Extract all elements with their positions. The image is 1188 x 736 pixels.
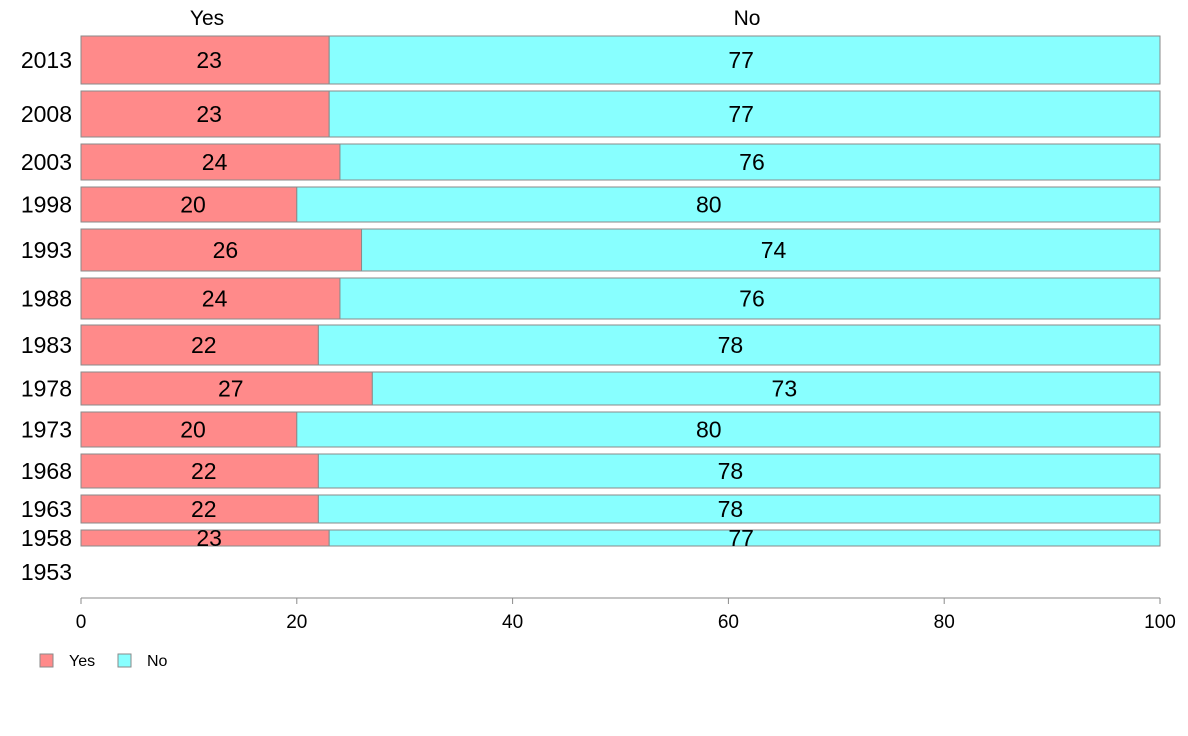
data-label-no: 78	[718, 458, 744, 484]
bar-no	[371, 371, 1161, 406]
category-label: 1953	[21, 559, 72, 585]
bar-yes	[80, 324, 319, 366]
bar-no	[317, 324, 1161, 366]
category-label: 2008	[21, 101, 72, 127]
x-tick-label: 80	[934, 612, 955, 633]
bar-yes	[80, 90, 330, 138]
category-label: 2003	[21, 149, 72, 175]
data-label-yes: 24	[202, 286, 228, 312]
data-label-yes: 27	[218, 376, 244, 402]
data-label-no: 76	[739, 286, 765, 312]
category-label: 1998	[21, 192, 72, 218]
data-label-no: 78	[718, 496, 744, 522]
data-label-no: 77	[728, 47, 754, 73]
legend-swatch-no	[117, 653, 132, 668]
bar-yes	[80, 35, 330, 85]
bar-no	[296, 186, 1161, 223]
category-label: 1968	[21, 458, 72, 484]
category-label: 1993	[21, 237, 72, 263]
data-label-yes: 26	[213, 237, 239, 263]
data-label-yes: 23	[196, 47, 222, 73]
data-label-yes: 20	[180, 417, 206, 443]
x-tick-label: 20	[286, 612, 307, 633]
category-label: 1988	[21, 286, 72, 312]
x-tick-label: 100	[1144, 612, 1176, 633]
data-label-no: 80	[696, 192, 722, 218]
data-label-yes: 22	[191, 458, 217, 484]
legend-swatch-yes	[39, 653, 54, 668]
bar-no	[317, 494, 1161, 524]
data-label-yes: 24	[202, 149, 228, 175]
data-label-no: 76	[739, 149, 765, 175]
series-header-yes: Yes	[190, 7, 224, 30]
bar-no	[328, 529, 1161, 547]
bar-no	[328, 35, 1161, 85]
bar-yes	[80, 143, 341, 181]
data-label-no: 80	[696, 417, 722, 443]
bar-yes	[80, 494, 319, 524]
data-label-no: 77	[728, 101, 754, 127]
data-label-no: 78	[718, 332, 744, 358]
data-label-no: 74	[761, 237, 787, 263]
data-label-no: 73	[772, 376, 798, 402]
data-label-no: 77	[728, 525, 754, 551]
category-label: 1963	[21, 496, 72, 522]
bar-yes	[80, 186, 298, 223]
bar-yes	[80, 371, 373, 406]
data-label-yes: 23	[196, 101, 222, 127]
x-tick-label: 60	[718, 612, 739, 633]
bar-no	[361, 228, 1161, 272]
legend-label-yes: Yes	[69, 653, 95, 670]
legend-label-no: No	[147, 653, 168, 670]
bar-no	[317, 453, 1161, 489]
bar-yes	[80, 228, 363, 272]
data-label-yes: 23	[196, 525, 222, 551]
category-label: 2013	[21, 47, 72, 73]
bar-no	[339, 143, 1161, 181]
bar-no	[339, 277, 1161, 320]
bar-no	[328, 90, 1161, 138]
category-label: 1978	[21, 376, 72, 402]
x-tick-label: 40	[502, 612, 523, 633]
bar-yes	[80, 453, 319, 489]
bar-no	[296, 411, 1161, 448]
data-label-yes: 22	[191, 332, 217, 358]
bar-yes	[80, 277, 341, 320]
data-label-yes: 22	[191, 496, 217, 522]
category-label: 1973	[21, 417, 72, 443]
category-label: 1983	[21, 332, 72, 358]
category-label: 1958	[21, 525, 72, 551]
data-label-yes: 20	[180, 192, 206, 218]
series-header-no: No	[734, 7, 761, 30]
x-tick-label: 0	[76, 612, 87, 633]
